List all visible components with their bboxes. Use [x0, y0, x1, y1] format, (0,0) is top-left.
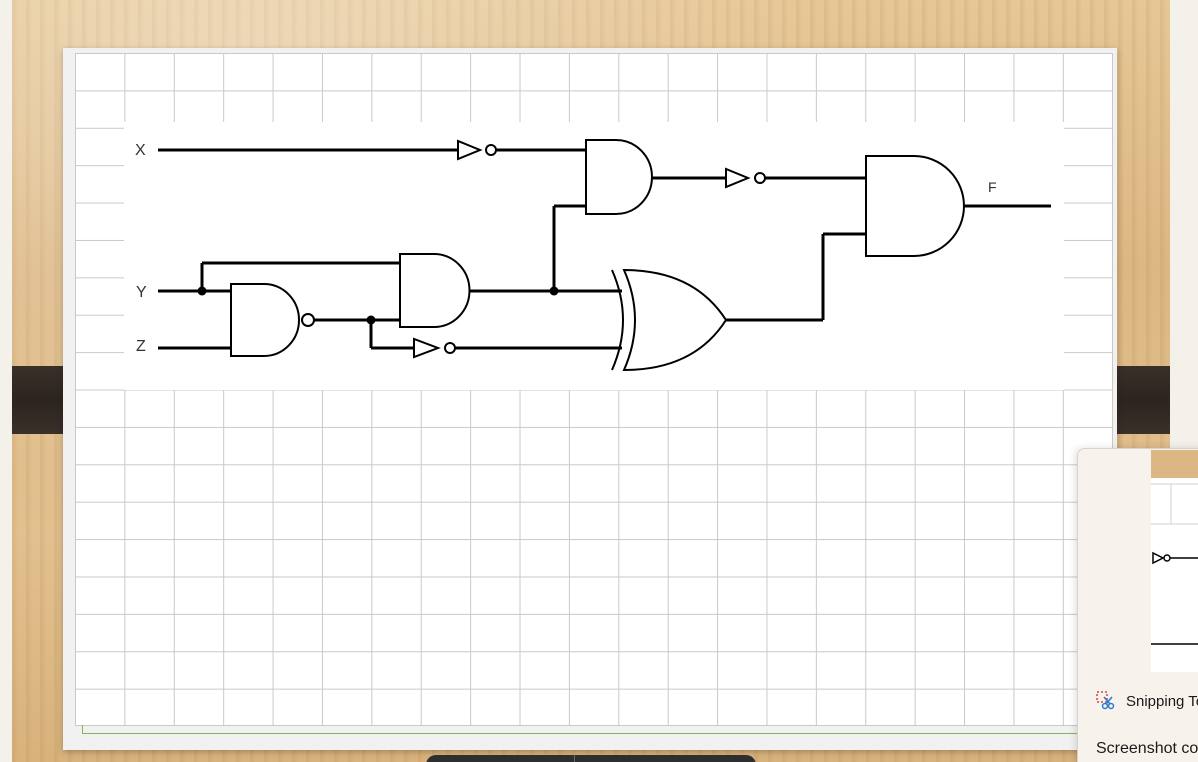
input-label-z: Z — [136, 338, 146, 355]
junction-and2 — [549, 286, 559, 296]
not-bubble-x — [485, 144, 497, 156]
and-gate-1 — [585, 139, 653, 215]
and-gate-2 — [399, 253, 471, 328]
input-label-y: Y — [136, 284, 147, 301]
logic-circuit-diagram: X Y Z F — [124, 122, 1064, 390]
thumbnail-wood-strip — [1151, 450, 1198, 478]
margin-line — [82, 733, 1082, 734]
xor-gate-back-arc — [611, 269, 624, 371]
notification-message: Screenshot co — [1096, 740, 1198, 757]
nand-bubble — [301, 313, 315, 327]
output-label-f: F — [988, 179, 997, 195]
not-gate-2 — [725, 167, 751, 189]
notification-app-row: Snipping To — [1096, 691, 1198, 711]
junction-nand — [366, 315, 376, 325]
taskbar-divider — [574, 755, 575, 762]
not-gate-3 — [413, 337, 441, 359]
screenshot-thumbnail[interactable] — [1151, 450, 1198, 672]
snipping-tool-icon — [1096, 691, 1115, 710]
and-gate-final — [865, 155, 965, 257]
not-gate-x — [457, 139, 483, 161]
circuit-svg: X Y Z F — [135, 139, 1051, 372]
not-bubble-3 — [444, 342, 456, 354]
xor-gate — [622, 268, 728, 372]
notification-app-name: Snipping To — [1126, 692, 1198, 710]
not-bubble-2 — [754, 172, 766, 184]
taskbar-preview[interactable] — [426, 755, 756, 762]
right-clip — [1112, 366, 1170, 434]
input-label-x: X — [135, 142, 146, 159]
margin-mark — [82, 725, 83, 734]
junction-y — [197, 286, 207, 296]
thumbnail-circuit-preview — [1151, 483, 1198, 645]
nand-gate — [230, 283, 300, 357]
